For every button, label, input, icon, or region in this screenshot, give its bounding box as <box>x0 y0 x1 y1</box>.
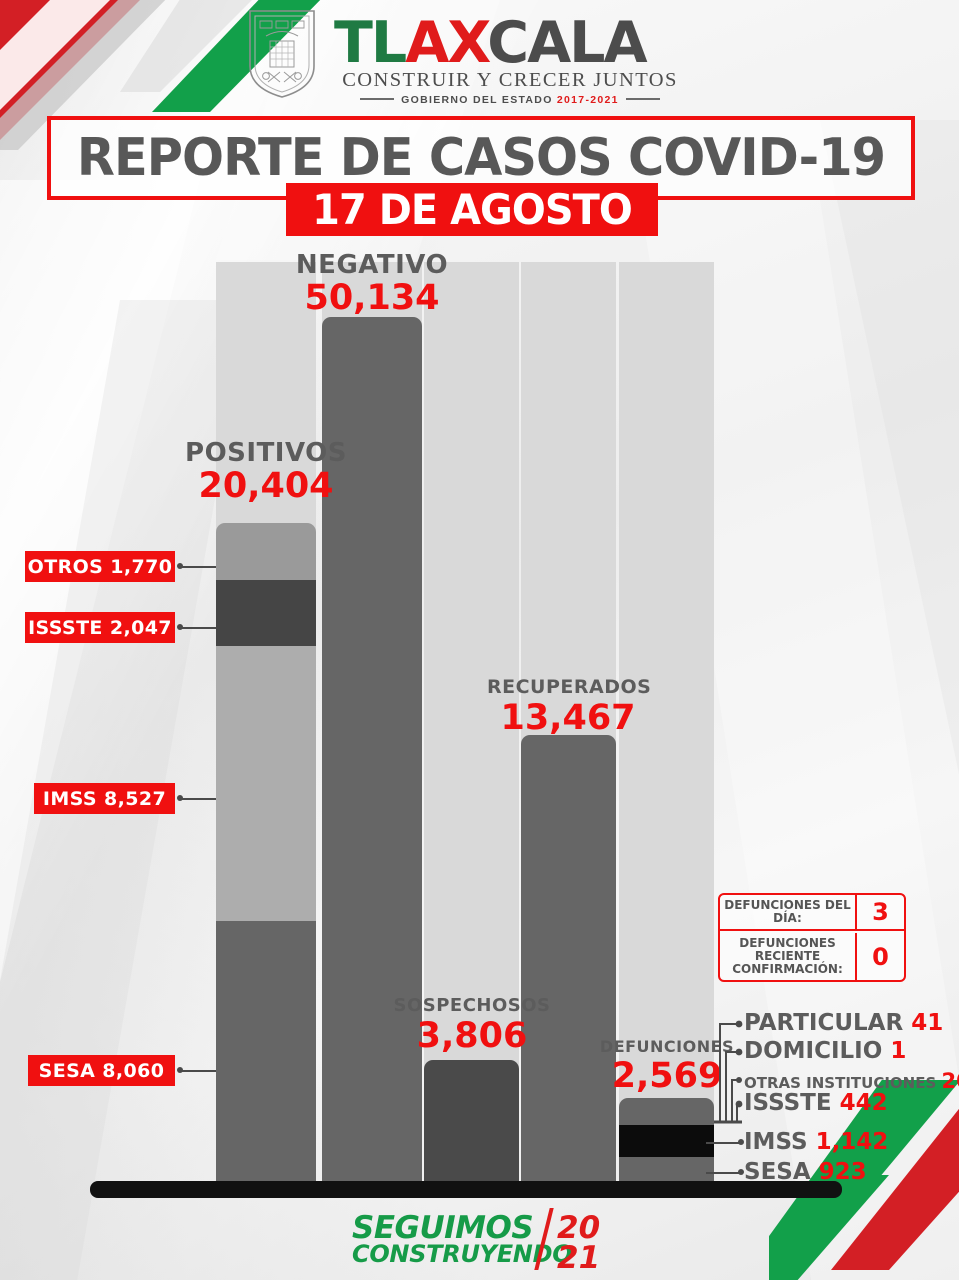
bar-positivos <box>216 523 316 1181</box>
leader-dot-deaths-imss <box>738 1139 744 1145</box>
leader-line-deaths-sesa <box>706 1172 740 1174</box>
table-row: DEFUNCIONES DEL DÍA: 3 <box>720 895 904 931</box>
wordmark: TLAXCALA CONSTRUIR Y CRECER JUNTOS GOBIE… <box>334 14 686 106</box>
chart-baseline <box>90 1181 842 1198</box>
value-positivos: 20,404 <box>198 466 334 506</box>
title-box: REPORTE DE CASOS COVID-19 <box>47 116 915 200</box>
deaths-issste-label: ISSSTE <box>744 1090 832 1116</box>
deaths-item-sesa: SESA 923 <box>744 1159 867 1185</box>
deaths-item-particular: PARTICULAR 41 <box>744 1010 943 1036</box>
value-defunciones: 2,569 <box>611 1056 723 1096</box>
period-years: 2017-2021 <box>556 94 619 106</box>
deaths-recent-label: DEFUNCIONES RECIENTE CONFIRMACIÓN: <box>720 933 857 980</box>
label-recuperados: RECUPERADOS <box>487 676 652 698</box>
government-text: GOBIERNO DEL ESTADO <box>401 94 553 106</box>
label-positivos: POSITIVOS <box>185 438 347 468</box>
leader-line-deaths-imss <box>706 1142 740 1144</box>
deaths-sesa-label: SESA <box>744 1159 811 1185</box>
value-sospechosos: 3,806 <box>416 1016 528 1056</box>
column-bg-sospechosos <box>424 262 519 1181</box>
wordmark-ax: AX <box>405 10 489 76</box>
deaths-otras-label: OTRAS INSTITUCIONES <box>744 1074 937 1092</box>
leader-line-imss <box>178 798 216 800</box>
segment-positivos-sesa <box>216 921 316 1181</box>
label-sospechosos: SOSPECHOSOS <box>393 995 551 1016</box>
chip-positivos-sesa: SESA 8,060 <box>28 1055 175 1086</box>
leader-dot-sesa <box>177 1067 183 1073</box>
deaths-particular-value: 41 <box>911 1010 944 1036</box>
deaths-particular-label: PARTICULAR <box>744 1010 904 1036</box>
chip-positivos-otros: OTROS 1,770 <box>25 551 175 582</box>
deaths-domicilio-value: 1 <box>890 1038 907 1064</box>
leader-line-issste <box>178 627 216 629</box>
footer-line1: SEGUIMOS <box>352 1210 534 1246</box>
footer-year-bottom: 21 <box>557 1240 601 1276</box>
segment-defunciones-imss <box>619 1125 714 1157</box>
deaths-issste-value: 442 <box>839 1090 888 1116</box>
deaths-item-imss: IMSS 1,142 <box>744 1129 888 1155</box>
deaths-today-label: DEFUNCIONES DEL DÍA: <box>720 895 857 929</box>
report-date: 17 DE AGOSTO <box>312 185 633 234</box>
segment-defunciones-sesa <box>619 1157 714 1181</box>
wordmark-text: TLAXCALA <box>334 14 686 72</box>
bar-sospechosos <box>424 1060 519 1181</box>
leader-line-otros <box>178 566 216 568</box>
bar-defunciones <box>619 1098 714 1181</box>
bar-recuperados <box>521 735 616 1181</box>
deaths-item-issste: ISSSTE 442 <box>744 1090 888 1116</box>
page-title: REPORTE DE CASOS COVID-19 <box>76 128 886 188</box>
chip-positivos-imss: IMSS 8,527 <box>34 783 175 814</box>
deaths-item-domicilio: DOMICILIO 1 <box>744 1038 906 1064</box>
brand-tagline: CONSTRUIR Y CRECER JUNTOS <box>342 69 678 91</box>
deaths-item-otras: OTRAS INSTITUCIONES 20 <box>744 1069 959 1093</box>
wordmark-tl: TL <box>334 10 407 76</box>
table-row: DEFUNCIONES RECIENTE CONFIRMACIÓN: 0 <box>720 933 904 980</box>
tlaxcala-logo: TLAXCALA CONSTRUIR Y CRECER JUNTOS GOBIE… <box>246 6 686 106</box>
rule-right <box>625 98 660 100</box>
shield-icon <box>249 10 315 98</box>
segment-positivos-issste <box>216 580 316 646</box>
deaths-summary-table: DEFUNCIONES DEL DÍA: 3 DEFUNCIONES RECIE… <box>718 893 906 982</box>
deaths-leader-lines <box>714 1020 743 1124</box>
label-negativo: NEGATIVO <box>295 250 449 280</box>
brand-government-line: GOBIERNO DEL ESTADO 2017-2021 <box>334 94 686 106</box>
leader-dot-imss <box>177 795 183 801</box>
bar-negativo <box>322 317 422 1181</box>
label-defunciones: DEFUNCIONES <box>599 1037 735 1056</box>
segment-defunciones-otros <box>619 1098 714 1125</box>
leader-dot-otros <box>177 563 183 569</box>
value-recuperados: 13,467 <box>500 698 636 738</box>
deaths-today-value: 3 <box>872 898 889 926</box>
footer-slogan: SEGUIMOS CONSTRUYENDO 20 21 <box>352 1208 612 1276</box>
segment-positivos-imss <box>216 646 316 921</box>
leader-dot-deaths-sesa <box>738 1169 744 1175</box>
deaths-imss-label: IMSS <box>744 1129 808 1155</box>
leader-line-sesa <box>178 1070 216 1072</box>
footer-year-top: 20 <box>557 1210 601 1246</box>
deaths-recent-value: 0 <box>872 942 889 971</box>
rule-left <box>360 98 395 100</box>
leader-dot-issste <box>177 624 183 630</box>
deaths-imss-value: 1,142 <box>815 1129 889 1155</box>
deaths-sesa-value: 923 <box>818 1159 867 1185</box>
segment-positivos-otros <box>216 523 316 580</box>
value-negativo: 50,134 <box>304 278 440 318</box>
wordmark-cala: CALA <box>487 10 647 76</box>
chip-positivos-issste: ISSSTE 2,047 <box>25 612 175 643</box>
deaths-domicilio-label: DOMICILIO <box>744 1038 883 1064</box>
deaths-otras-value: 20 <box>941 1069 959 1093</box>
date-badge: 17 DE AGOSTO <box>286 183 658 236</box>
column-bg-defunciones <box>619 262 714 1181</box>
